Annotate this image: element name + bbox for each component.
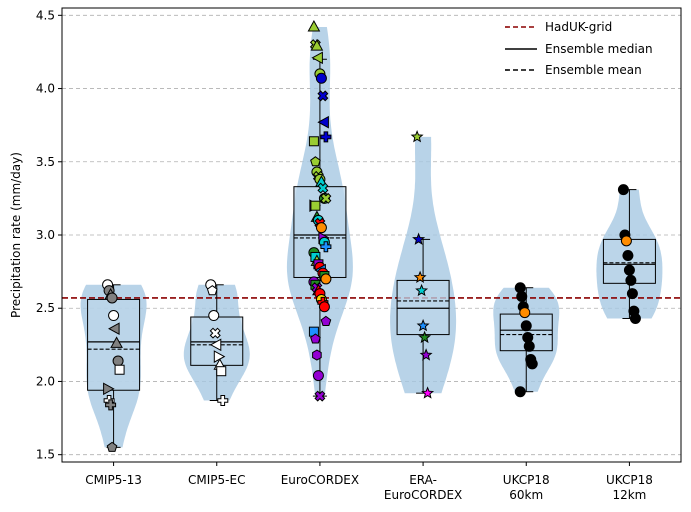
point-marker bbox=[310, 156, 321, 167]
legend-label-median: Ensemble median bbox=[545, 42, 653, 56]
point-marker bbox=[308, 136, 319, 147]
point-marker bbox=[217, 395, 229, 406]
point-marker bbox=[514, 386, 526, 398]
point-marker bbox=[317, 115, 329, 129]
point-marker bbox=[320, 241, 332, 253]
point-marker bbox=[526, 358, 538, 370]
y-tick-label: 2.0 bbox=[36, 374, 55, 388]
point-marker bbox=[412, 232, 426, 245]
point-marker bbox=[216, 366, 227, 377]
point-marker bbox=[623, 264, 635, 276]
point-marker bbox=[419, 348, 433, 361]
axes: 1.5 2.0 2.5 3.0 3.5 4.0 4.5 CMIP5-13 CMIP5-EC Eur… bbox=[36, 8, 653, 502]
x-tick-label: CMIP5-13 bbox=[85, 473, 142, 487]
point-marker bbox=[320, 315, 332, 326]
point-marker bbox=[320, 131, 332, 143]
point-marker bbox=[320, 273, 332, 285]
point-marker bbox=[206, 285, 218, 296]
grid-lines bbox=[62, 14, 681, 456]
point-marker bbox=[626, 288, 638, 300]
point-marker bbox=[315, 72, 327, 84]
point-marker bbox=[617, 184, 629, 196]
point-marker bbox=[415, 283, 429, 297]
point-marker bbox=[625, 274, 637, 286]
y-tick-label: 4.0 bbox=[36, 82, 55, 96]
point-marker bbox=[413, 270, 427, 283]
point-marker bbox=[320, 192, 332, 204]
point-marker bbox=[114, 364, 125, 375]
violins bbox=[80, 27, 663, 448]
point-marker bbox=[318, 301, 330, 313]
member-points bbox=[102, 19, 641, 452]
point-marker bbox=[416, 318, 430, 332]
point-marker bbox=[315, 222, 327, 234]
point-marker bbox=[208, 310, 220, 322]
point-marker bbox=[312, 370, 324, 382]
point-marker bbox=[105, 399, 117, 411]
point-marker bbox=[307, 19, 321, 32]
point-marker bbox=[312, 349, 322, 361]
point-marker bbox=[418, 330, 432, 344]
x-tick-label: CMIP5-EC bbox=[188, 473, 245, 487]
point-marker bbox=[523, 340, 535, 352]
x-tick-label: 12km bbox=[612, 488, 646, 502]
point-marker bbox=[629, 312, 641, 324]
point-marker bbox=[421, 386, 435, 399]
point-marker bbox=[317, 182, 329, 194]
point-marker bbox=[410, 130, 424, 143]
point-marker bbox=[310, 200, 321, 211]
point-marker bbox=[314, 390, 326, 402]
point-marker bbox=[103, 382, 115, 396]
point-marker bbox=[110, 336, 123, 348]
legend: HadUK-grid Ensemble median Ensemble mean bbox=[505, 20, 653, 77]
point-marker bbox=[209, 338, 222, 352]
x-tick-label: 60km bbox=[509, 488, 543, 502]
x-tick-label: EuroCORDEX bbox=[384, 488, 462, 502]
point-marker bbox=[311, 51, 323, 65]
x-tick-label: EuroCORDEX bbox=[281, 473, 359, 487]
y-tick-label: 1.5 bbox=[36, 448, 55, 462]
point-marker bbox=[106, 292, 118, 304]
point-marker bbox=[622, 250, 634, 262]
y-tick-label: 4.5 bbox=[36, 8, 55, 22]
y-tick-label: 2.5 bbox=[36, 301, 55, 315]
point-marker bbox=[519, 307, 531, 319]
point-marker bbox=[620, 235, 632, 247]
x-tick-label: UKCP18 bbox=[606, 473, 653, 487]
point-marker bbox=[112, 355, 124, 367]
point-marker bbox=[108, 310, 120, 322]
y-tick-label: 3.5 bbox=[36, 155, 55, 169]
legend-label-mean: Ensemble mean bbox=[545, 63, 642, 77]
x-tick-label: ERA- bbox=[409, 473, 437, 487]
point-marker bbox=[317, 90, 329, 102]
legend-label-haduk: HadUK-grid bbox=[545, 20, 612, 34]
point-marker bbox=[108, 322, 120, 336]
point-marker bbox=[520, 320, 532, 332]
boxplots bbox=[87, 58, 656, 448]
y-tick-label: 3.0 bbox=[36, 228, 55, 242]
y-axis-label: Precipitation rate (mm/day) bbox=[9, 152, 23, 318]
point-marker bbox=[310, 39, 324, 51]
x-tick-label: UKCP18 bbox=[503, 473, 550, 487]
point-marker bbox=[516, 291, 528, 303]
point-marker bbox=[310, 333, 321, 344]
point-marker bbox=[209, 327, 221, 339]
point-marker bbox=[106, 441, 118, 452]
